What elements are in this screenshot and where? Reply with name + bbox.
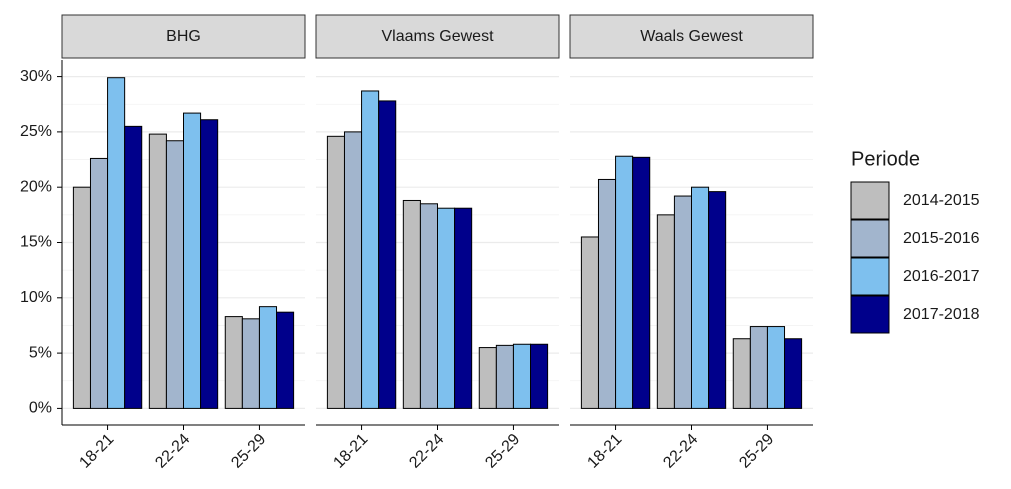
legend-label: 2015-2016	[903, 230, 980, 247]
bar	[580, 236, 599, 409]
legend-key	[850, 181, 890, 220]
bar	[673, 195, 692, 409]
x-tick-label: 25-29	[482, 431, 523, 472]
legend-label: 2016-2017	[903, 268, 980, 285]
bar	[107, 77, 126, 409]
bar	[72, 186, 91, 409]
facet-title: Waals Gewest	[640, 28, 743, 45]
y-tick-label: 25%	[20, 123, 52, 140]
bar	[478, 347, 497, 409]
bar	[512, 343, 532, 409]
bar	[749, 326, 768, 409]
bar	[378, 100, 397, 409]
legend-key	[850, 257, 890, 296]
bar	[597, 178, 617, 409]
bar	[183, 112, 202, 409]
facet-title: Vlaams Gewest	[381, 28, 494, 45]
bar	[632, 156, 651, 409]
bar	[326, 135, 345, 409]
bar	[708, 191, 727, 409]
x-tick-label: 18-21	[584, 431, 625, 472]
facet-title: BHG	[166, 28, 201, 45]
bar	[766, 326, 786, 409]
bar	[276, 311, 295, 409]
facet-strip	[569, 14, 814, 59]
bar	[124, 125, 143, 409]
legend-key	[850, 295, 890, 334]
bar	[419, 203, 438, 409]
bar	[656, 214, 675, 409]
x-tick-label: 25-29	[736, 431, 777, 472]
bar	[530, 343, 549, 409]
y-tick-label: 5%	[29, 344, 52, 361]
x-tick-label: 22-24	[152, 431, 193, 472]
x-tick-label: 22-24	[660, 431, 701, 472]
x-tick-label: 25-29	[228, 431, 269, 472]
bar	[454, 207, 473, 409]
facet-strip	[315, 14, 560, 59]
y-tick-label: 20%	[20, 178, 52, 195]
bar	[691, 186, 710, 409]
x-tick-label: 18-21	[330, 431, 371, 472]
bar	[89, 157, 109, 409]
legend-key	[850, 219, 890, 258]
y-tick-label: 0%	[29, 400, 52, 417]
bar	[165, 140, 184, 409]
x-tick-label: 18-21	[76, 431, 117, 472]
bar	[224, 316, 243, 409]
bar	[732, 338, 751, 409]
bar	[402, 199, 421, 409]
bar	[148, 133, 167, 409]
bar	[495, 344, 514, 409]
y-tick-label: 15%	[20, 234, 52, 251]
legend-label: 2014-2015	[903, 192, 980, 209]
bar	[437, 207, 456, 409]
x-tick-label: 22-24	[406, 431, 447, 472]
legend-label: 2017-2018	[903, 306, 980, 323]
facet-strip	[61, 14, 306, 59]
y-tick-label: 10%	[20, 289, 52, 306]
bar	[784, 338, 803, 409]
bar	[258, 306, 278, 409]
bar	[615, 155, 634, 409]
legend-title: Periode	[851, 148, 920, 170]
y-tick-label: 30%	[20, 68, 52, 85]
bar	[241, 318, 260, 409]
bar	[200, 119, 219, 409]
bar	[361, 90, 380, 409]
bar	[343, 131, 363, 409]
